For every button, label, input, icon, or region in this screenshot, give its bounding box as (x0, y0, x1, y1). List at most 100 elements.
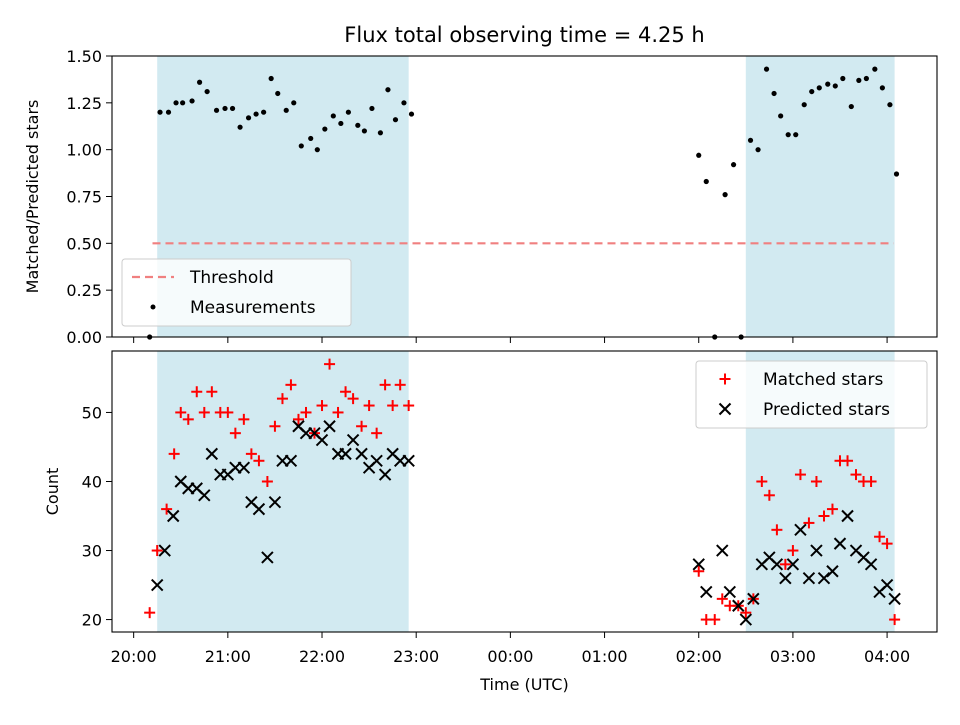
cross-stroke-b (190, 482, 203, 495)
cross-stroke-b (339, 447, 352, 461)
y-tick-label: 1.25 (66, 94, 102, 113)
measurement-point (763, 66, 770, 72)
measurement-point (832, 83, 838, 89)
measurement-point (771, 90, 777, 97)
cross-stroke-b (841, 509, 854, 523)
ratio-panel-marks (147, 66, 900, 340)
cross-stroke-b (747, 592, 760, 606)
predicted-stars-point (355, 447, 368, 461)
cross-stroke-b (150, 578, 164, 592)
matched-stars-point (779, 558, 791, 570)
matched-stars-point (881, 538, 893, 550)
counts-panel-frame (111, 350, 938, 633)
predicted-stars-point (779, 571, 792, 585)
predicted-stars-point (237, 461, 251, 474)
matched-stars-point (716, 593, 728, 605)
matched-stars-point (865, 475, 877, 487)
measurement-point (392, 117, 399, 123)
measurement-point (253, 111, 259, 117)
measurement-point (778, 113, 784, 119)
x-tick-label: 01:00 (581, 647, 627, 666)
predicted-stars-point (739, 613, 753, 626)
measurement-point (157, 109, 163, 115)
legend-matched-stars-swatch (719, 373, 731, 385)
predicted-stars-point (700, 585, 713, 599)
measurement-point (863, 75, 869, 82)
matched-stars-point (332, 406, 344, 418)
matched-stars-point (151, 545, 163, 557)
matched-stars-point (300, 406, 312, 418)
cross-stroke-b (718, 402, 732, 416)
y-tick-label: 40 (82, 472, 102, 491)
measurement-point (283, 107, 289, 113)
measurement-point (401, 100, 407, 106)
cross-stroke-b (802, 571, 816, 585)
cross-stroke-b (864, 558, 878, 571)
matched-stars-point (794, 469, 806, 481)
x-tick-label: 20:00 (111, 647, 157, 666)
predicted-stars-point (346, 433, 360, 447)
measurement-point (816, 85, 822, 91)
predicted-stars-point (786, 558, 800, 571)
predicted-stars-point (692, 558, 705, 571)
legend-cross-marker (718, 402, 732, 416)
measurement-point (809, 88, 815, 95)
measurement-point (261, 109, 267, 115)
cross-stroke-b (833, 537, 847, 550)
matched-stars-point (787, 545, 799, 557)
matched-stars-point (850, 469, 862, 481)
measurement-point (730, 162, 737, 168)
measurement-point (747, 137, 754, 143)
ratio-panel-legend-box (121, 258, 352, 327)
y-tick-label: 1.00 (66, 141, 102, 160)
predicted-stars-point (794, 523, 807, 537)
counts-panel-legend-box (695, 360, 928, 429)
x-tick-label: 04:00 (864, 647, 910, 666)
cross-stroke-b (700, 585, 713, 599)
cross-stroke-b (880, 578, 894, 592)
cross-stroke-b (205, 447, 219, 461)
measurement-point (377, 130, 384, 136)
ratio-panel-legend: Threshold Measurements (121, 258, 352, 327)
matched-stars-point (222, 406, 234, 418)
cross-stroke-b (794, 523, 807, 537)
cross-stroke-b (692, 558, 705, 571)
cross-stroke-b (857, 551, 870, 564)
matched-stars-point (191, 386, 203, 398)
measurement-point (308, 135, 314, 142)
measurement-point (369, 105, 375, 112)
legend-measurements-label: Measurements (190, 298, 316, 318)
legend-threshold-label: Threshold (189, 268, 274, 288)
predicted-stars-point (826, 565, 839, 578)
cross-stroke-b (284, 454, 298, 467)
predicted-stars-point (167, 509, 180, 523)
measurement-point (245, 115, 252, 121)
measurement-point (361, 128, 367, 134)
measurement-point (755, 147, 761, 153)
matched-stars-point (198, 406, 210, 418)
legend-predicted-stars-label: Predicted stars (763, 400, 890, 420)
matched-stars-point (206, 386, 218, 398)
cross-stroke-b (355, 447, 368, 461)
cross-stroke-b (386, 447, 399, 461)
cross-stroke-b (245, 495, 258, 509)
measurement-point (887, 102, 893, 108)
x-tick-label: 22:00 (299, 647, 345, 666)
cross-stroke-b (888, 592, 901, 606)
matched-stars-point (763, 489, 775, 501)
matched-stars-point (144, 607, 156, 619)
matched-stars-point (238, 413, 250, 425)
predicted-stars-point (732, 599, 745, 612)
y-tick-label: 50 (82, 403, 102, 422)
measurement-point (180, 100, 186, 106)
predicted-stars-point (723, 585, 737, 599)
predicted-stars-point (880, 578, 894, 592)
predicted-stars-point (370, 454, 383, 467)
measurement-point (345, 109, 351, 115)
cross-stroke-b (849, 544, 863, 557)
predicted-stars-point (339, 447, 352, 461)
matched-stars-point (403, 400, 415, 412)
shaded-interval-2 (745, 56, 895, 337)
measurement-point (848, 103, 854, 110)
